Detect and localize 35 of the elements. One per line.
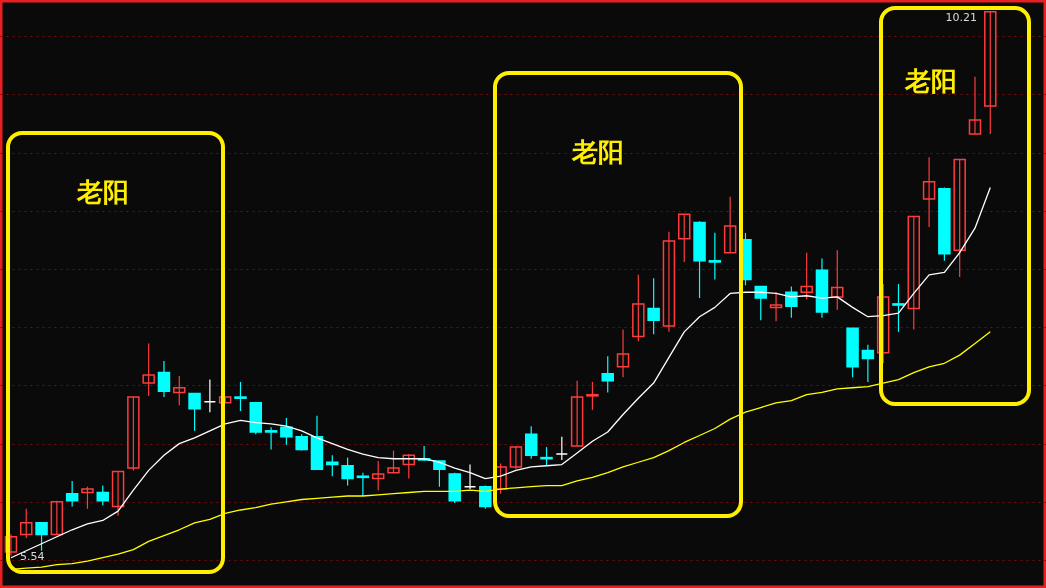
candlestick [326,454,339,477]
candlestick [35,522,48,552]
candlestick [601,355,614,393]
candlestick [647,277,660,335]
annotation: 老阳 [571,137,624,167]
candlestick [938,186,951,262]
candlestick [341,456,354,487]
candlestick [984,10,997,135]
candlestick [540,446,553,467]
candlestick [555,436,569,461]
candlestick [127,396,140,471]
candlestick [831,249,844,311]
candlestick [203,378,217,413]
candlestick [264,426,278,451]
candlestick [173,375,186,406]
candlestick [81,486,94,510]
candlestick [463,463,477,490]
candlestick [708,232,722,281]
candlestick [387,450,400,474]
candlestick [892,283,905,333]
annotation: 10.21 [945,11,977,24]
candlestick [632,274,645,342]
candlestick [356,472,370,497]
candlestick [448,472,461,504]
candlestick [693,220,706,299]
candlestick [142,342,155,397]
annotation: 老阳 [76,177,129,207]
candlestick [586,381,599,411]
candlestick [953,158,966,278]
annotation: 5.54 [20,550,45,563]
candlestick [800,252,813,300]
annotation: 老阳 [904,66,957,96]
candlestick [188,392,201,432]
candlestick [846,327,859,378]
candlestick [234,381,247,412]
